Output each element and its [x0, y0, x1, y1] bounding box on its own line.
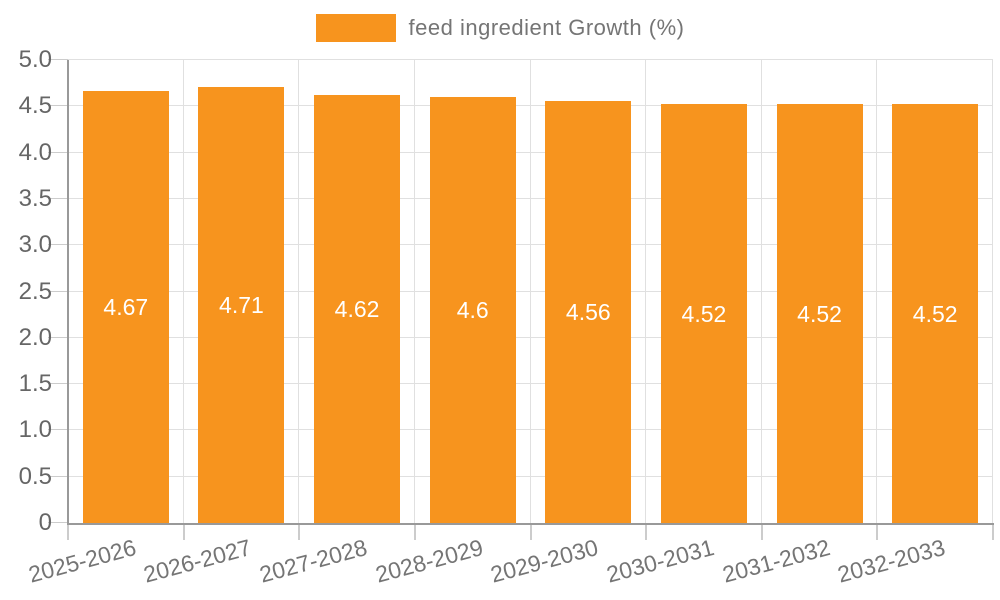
y-axis-label: 5.0	[18, 46, 52, 73]
y-axis-tick	[48, 383, 68, 385]
bar-value-label: 4.6	[456, 297, 489, 324]
y-axis-tick	[48, 197, 68, 199]
gridline-vertical	[645, 60, 647, 523]
legend-label: feed ingredient Growth (%)	[408, 15, 685, 40]
x-axis-tick	[413, 525, 416, 540]
x-axis-label: 2030-2031	[603, 534, 717, 588]
gridline-horizontal	[68, 105, 993, 107]
y-axis-tick	[48, 59, 68, 60]
y-axis-label: 0.5	[18, 462, 52, 490]
bar-value-label: 4.67	[103, 293, 149, 320]
x-axis-tick	[760, 525, 763, 540]
y-axis-label: 1.5	[18, 370, 52, 398]
x-axis-label: 2027-2028	[256, 534, 370, 588]
bar[interactable]	[660, 104, 747, 523]
bar-value-label: 4.56	[565, 298, 611, 325]
bar-value-label: 4.52	[681, 300, 727, 327]
x-axis-label: 2028-2029	[372, 534, 486, 588]
x-axis-label: 2032-2033	[834, 534, 948, 588]
y-axis-tick	[48, 429, 68, 431]
x-axis-tick	[645, 525, 648, 540]
gridline-horizontal	[68, 336, 993, 338]
gridline-vertical	[876, 60, 878, 523]
y-axis-label: 2.0	[18, 323, 52, 351]
x-axis-tick	[992, 525, 994, 540]
bar-value-label: 4.62	[334, 296, 380, 323]
y-axis-tick	[48, 475, 68, 477]
x-axis-label: 2029-2030	[488, 534, 602, 588]
y-axis-tick	[48, 105, 68, 107]
x-axis-tick	[67, 525, 69, 540]
gridline-horizontal	[68, 383, 993, 385]
y-axis-tick	[48, 522, 68, 523]
y-axis-tick	[48, 151, 68, 153]
y-axis-tick	[48, 336, 68, 338]
gridline-vertical	[760, 60, 762, 523]
legend-swatch	[315, 14, 396, 42]
bar-value-label: 4.71	[219, 291, 264, 318]
gridline-horizontal	[68, 290, 993, 292]
x-axis-label: 2031-2032	[719, 534, 833, 588]
x-axis-line	[67, 523, 994, 525]
gridline-vertical	[182, 60, 184, 523]
bar-value-label: 4.52	[797, 300, 842, 327]
y-axis-label: 1.0	[18, 416, 52, 444]
y-axis-tick	[48, 244, 68, 246]
x-axis-tick	[529, 525, 532, 540]
gridline-horizontal	[68, 59, 993, 60]
gridline-vertical	[413, 60, 415, 523]
y-axis-label: 3.0	[18, 231, 52, 259]
x-axis-tick	[876, 525, 879, 540]
bar[interactable]	[314, 95, 401, 523]
x-axis-tick	[298, 525, 301, 540]
gridline-horizontal	[68, 197, 993, 199]
y-axis-label: 3.5	[18, 184, 52, 212]
bar[interactable]	[776, 104, 863, 523]
y-axis-label: 0	[38, 509, 52, 536]
x-axis-label: 2026-2027	[141, 534, 255, 588]
gridline-horizontal	[68, 244, 993, 246]
legend-item[interactable]: feed ingredient Growth (%)	[0, 14, 1000, 42]
gridline-horizontal	[68, 475, 993, 477]
bar[interactable]	[198, 86, 285, 523]
bar[interactable]	[429, 97, 516, 523]
x-axis-label: 2025-2026	[25, 534, 139, 588]
bar[interactable]	[545, 100, 632, 523]
x-axis-tick	[182, 525, 185, 540]
bar[interactable]	[82, 90, 169, 523]
y-axis-label: 4.5	[18, 92, 52, 120]
y-axis-line	[67, 60, 69, 523]
gridline-vertical	[529, 60, 531, 523]
gridline-horizontal	[68, 429, 993, 431]
y-axis-tick	[48, 290, 68, 292]
gridline-vertical	[298, 60, 300, 523]
bar[interactable]	[892, 104, 979, 523]
gridline-horizontal	[68, 151, 993, 153]
y-axis-label: 2.5	[18, 277, 52, 305]
y-axis-label: 4.0	[18, 138, 52, 166]
bar-value-label: 4.52	[912, 300, 958, 327]
gridline-vertical	[992, 60, 993, 523]
